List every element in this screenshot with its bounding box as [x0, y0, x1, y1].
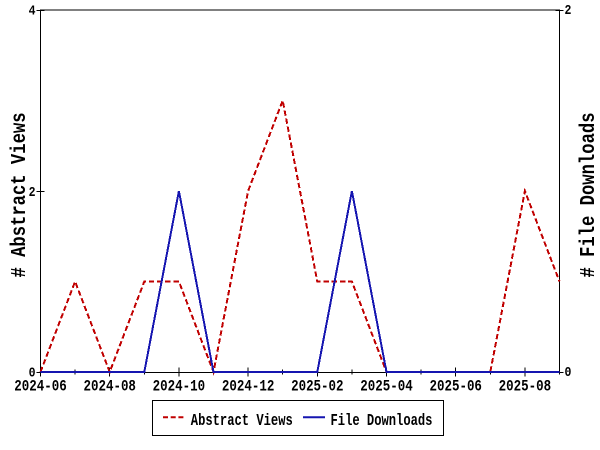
svg-text:2024-06: 2024-06: [14, 378, 66, 396]
svg-text:Abstract Views: Abstract Views: [191, 412, 293, 430]
svg-text:2025-04: 2025-04: [360, 378, 413, 396]
svg-text:2024-10: 2024-10: [153, 378, 205, 396]
svg-text:# File Downloads: # File Downloads: [577, 112, 600, 277]
svg-text:2024-12: 2024-12: [222, 378, 274, 396]
svg-text:# Abstract Views: # Abstract Views: [8, 112, 32, 277]
svg-text:2025-06: 2025-06: [429, 378, 481, 396]
svg-text:2025-08: 2025-08: [499, 378, 551, 396]
svg-text:File Downloads: File Downloads: [331, 412, 433, 430]
svg-text:0: 0: [565, 365, 572, 380]
svg-text:0: 0: [29, 366, 36, 381]
svg-text:2025-02: 2025-02: [291, 378, 343, 396]
svg-text:2: 2: [565, 3, 572, 18]
svg-text:2: 2: [29, 185, 36, 200]
svg-text:4: 4: [29, 4, 36, 19]
svg-text:2024-08: 2024-08: [83, 378, 135, 396]
